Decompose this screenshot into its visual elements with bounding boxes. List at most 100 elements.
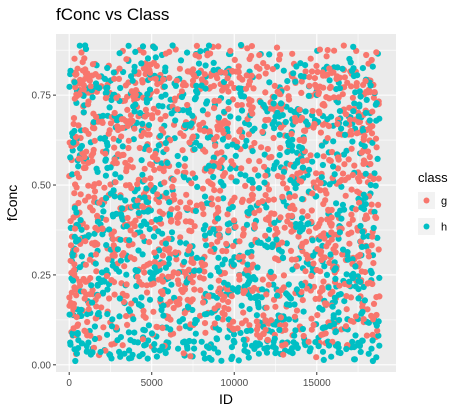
point-g xyxy=(123,313,130,320)
point-g xyxy=(207,248,214,255)
point-h xyxy=(181,338,188,345)
point-h xyxy=(129,77,136,84)
point-h xyxy=(255,239,262,246)
point-g xyxy=(375,175,382,182)
point-g xyxy=(176,65,183,72)
point-g xyxy=(320,231,327,238)
point-h xyxy=(263,349,271,356)
point-g xyxy=(230,242,237,250)
point-h xyxy=(366,117,373,124)
point-h xyxy=(160,312,167,319)
point-g xyxy=(80,164,87,172)
point-h xyxy=(76,42,83,49)
point-g xyxy=(336,74,343,81)
point-g xyxy=(356,178,363,185)
point-h xyxy=(161,83,168,90)
point-h xyxy=(355,286,362,293)
point-g xyxy=(228,80,235,87)
point-g xyxy=(168,217,175,224)
point-g xyxy=(267,317,275,324)
point-g xyxy=(320,153,327,160)
point-g xyxy=(245,157,252,164)
point-g xyxy=(85,306,92,313)
point-g xyxy=(108,231,115,238)
point-g xyxy=(207,180,214,187)
point-g xyxy=(108,277,115,284)
point-h xyxy=(220,195,227,202)
point-h xyxy=(112,171,119,178)
point-g xyxy=(351,162,358,169)
x-axis-title: ID xyxy=(219,391,233,407)
point-g xyxy=(183,191,190,198)
point-h xyxy=(197,48,204,55)
point-g xyxy=(73,246,80,253)
point-h xyxy=(167,326,174,333)
point-h xyxy=(107,190,115,197)
point-h xyxy=(291,332,298,339)
point-g xyxy=(272,303,279,310)
point-g xyxy=(197,287,204,294)
point-h xyxy=(243,327,250,335)
point-h xyxy=(195,70,202,77)
point-g xyxy=(160,76,167,83)
point-g xyxy=(221,293,228,300)
point-h xyxy=(359,127,367,134)
point-g xyxy=(177,199,184,206)
point-h xyxy=(299,196,306,203)
point-g xyxy=(235,63,242,70)
point-g xyxy=(239,232,247,239)
point-g xyxy=(116,65,123,72)
point-h xyxy=(235,115,242,122)
point-h xyxy=(306,166,313,173)
point-h xyxy=(290,163,298,170)
point-g xyxy=(81,55,88,62)
point-h xyxy=(131,202,139,209)
point-h xyxy=(162,264,169,271)
point-h xyxy=(191,320,199,327)
point-g xyxy=(176,325,183,332)
point-g xyxy=(139,233,146,240)
point-g xyxy=(102,95,109,102)
point-g xyxy=(150,308,157,315)
point-g xyxy=(259,128,266,135)
point-g xyxy=(298,243,305,250)
point-g xyxy=(70,120,77,128)
point-g xyxy=(287,247,295,254)
point-h xyxy=(276,131,283,138)
point-g xyxy=(277,144,284,152)
point-h xyxy=(258,294,265,301)
point-h xyxy=(103,195,110,202)
x-tick-label-1: 5000 xyxy=(141,378,164,389)
point-g xyxy=(246,55,253,63)
point-h xyxy=(244,272,251,279)
point-h xyxy=(264,344,271,351)
point-h xyxy=(282,118,289,126)
point-h xyxy=(297,72,304,80)
point-g xyxy=(346,221,353,228)
point-g xyxy=(228,158,235,165)
point-g xyxy=(331,47,338,54)
point-h xyxy=(78,253,85,260)
point-g xyxy=(214,75,221,82)
point-g xyxy=(139,79,146,86)
y-axis-title: fConc xyxy=(4,185,20,222)
point-g xyxy=(299,208,306,215)
point-g xyxy=(266,154,273,161)
point-g xyxy=(261,163,268,170)
x-tick-label-2: 10000 xyxy=(220,378,248,389)
point-h xyxy=(216,326,223,333)
point-g xyxy=(217,68,224,76)
point-g xyxy=(319,121,327,128)
point-g xyxy=(302,68,309,75)
point-g xyxy=(362,215,369,222)
point-h xyxy=(164,159,171,166)
point-g xyxy=(208,195,215,202)
point-h xyxy=(221,256,228,263)
point-h xyxy=(289,136,296,143)
point-g xyxy=(248,72,255,79)
point-g xyxy=(68,289,75,296)
point-h xyxy=(143,96,150,103)
point-g xyxy=(118,116,125,123)
point-g xyxy=(249,261,257,268)
point-g xyxy=(371,89,378,96)
